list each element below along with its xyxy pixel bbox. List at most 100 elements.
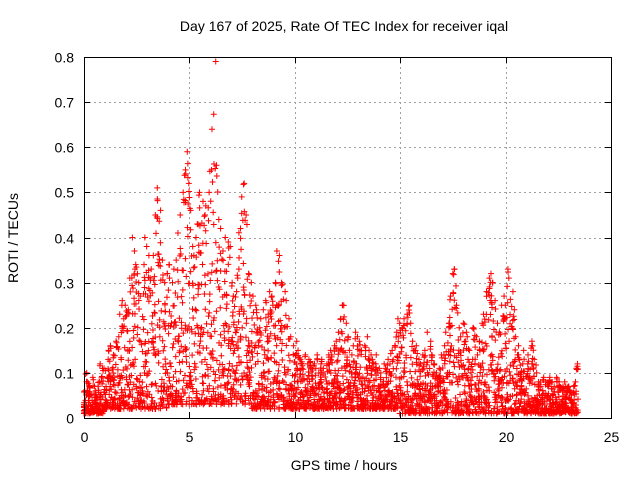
data-point <box>210 209 217 216</box>
data-point <box>494 320 501 327</box>
data-point <box>209 178 216 185</box>
data-point <box>277 317 284 324</box>
data-point <box>146 368 153 375</box>
data-point <box>154 197 161 204</box>
data-point <box>446 332 453 339</box>
data-point <box>177 245 184 252</box>
data-point <box>132 356 139 363</box>
data-point <box>209 260 216 267</box>
data-point <box>451 297 458 304</box>
data-point <box>530 364 537 371</box>
data-point <box>277 325 284 332</box>
data-point <box>513 392 520 399</box>
data-point <box>93 394 100 401</box>
data-point <box>482 410 489 417</box>
data-point <box>479 373 486 380</box>
data-point <box>133 375 140 382</box>
data-point <box>156 256 163 263</box>
data-point <box>120 405 127 412</box>
data-point <box>233 324 240 331</box>
data-point <box>246 292 253 299</box>
data-point <box>230 341 237 348</box>
data-point <box>333 358 340 365</box>
data-point <box>225 366 232 373</box>
data-point <box>236 254 243 261</box>
data-point <box>292 393 299 400</box>
data-point <box>446 296 453 303</box>
data-point <box>453 354 460 361</box>
data-point <box>155 259 162 266</box>
data-point <box>348 351 355 358</box>
data-point <box>257 329 264 336</box>
data-point <box>143 243 150 250</box>
data-point <box>188 328 195 335</box>
data-point <box>202 356 209 363</box>
data-point <box>175 390 182 397</box>
data-point <box>421 399 428 406</box>
data-point <box>398 390 405 397</box>
data-point <box>417 392 424 399</box>
data-point <box>409 343 416 350</box>
data-point <box>169 279 176 286</box>
data-point <box>430 361 437 368</box>
data-point <box>364 383 371 390</box>
data-point <box>231 392 238 399</box>
data-point <box>480 366 487 373</box>
data-point <box>142 290 149 297</box>
data-point <box>335 378 342 385</box>
data-point <box>485 366 492 373</box>
data-point <box>437 372 444 379</box>
data-point <box>183 273 190 280</box>
data-point <box>108 386 115 393</box>
data-point <box>271 332 278 339</box>
data-point <box>295 347 302 354</box>
data-point <box>507 296 514 303</box>
data-point <box>212 58 219 65</box>
data-point <box>481 346 488 353</box>
data-point <box>427 338 434 345</box>
data-point <box>239 324 246 331</box>
data-point <box>449 379 456 386</box>
data-point <box>268 315 275 322</box>
data-point <box>86 393 93 400</box>
data-point <box>278 347 285 354</box>
data-point <box>164 397 171 404</box>
data-point <box>279 356 286 363</box>
data-point <box>513 382 520 389</box>
data-point <box>232 294 239 301</box>
data-point <box>369 359 376 366</box>
data-point <box>237 336 244 343</box>
data-point <box>429 352 436 359</box>
data-point <box>499 394 506 401</box>
data-point <box>275 367 282 374</box>
y-tick-label: 0.6 <box>55 140 75 156</box>
data-point <box>450 371 457 378</box>
data-point <box>455 401 462 408</box>
data-point <box>185 323 192 330</box>
data-point <box>202 306 209 313</box>
data-point <box>182 255 189 262</box>
data-point <box>362 353 369 360</box>
data-point <box>505 396 512 403</box>
y-tick-label: 0.5 <box>55 185 75 201</box>
data-point <box>113 338 120 345</box>
data-point <box>124 365 131 372</box>
y-tick-label: 0.7 <box>55 95 75 111</box>
data-point <box>110 370 117 377</box>
data-point <box>275 361 282 368</box>
data-point <box>427 380 434 387</box>
data-point <box>529 360 536 367</box>
data-point <box>178 319 185 326</box>
data-point <box>254 314 261 321</box>
data-point <box>132 300 139 307</box>
y-tick-label: 0.8 <box>55 50 75 66</box>
data-point <box>571 382 578 389</box>
data-point <box>165 385 172 392</box>
data-point <box>364 392 371 399</box>
data-point <box>229 312 236 319</box>
data-point <box>364 333 371 340</box>
data-point <box>277 336 284 343</box>
data-point <box>217 304 224 311</box>
data-point <box>344 356 351 363</box>
data-point <box>466 382 473 389</box>
